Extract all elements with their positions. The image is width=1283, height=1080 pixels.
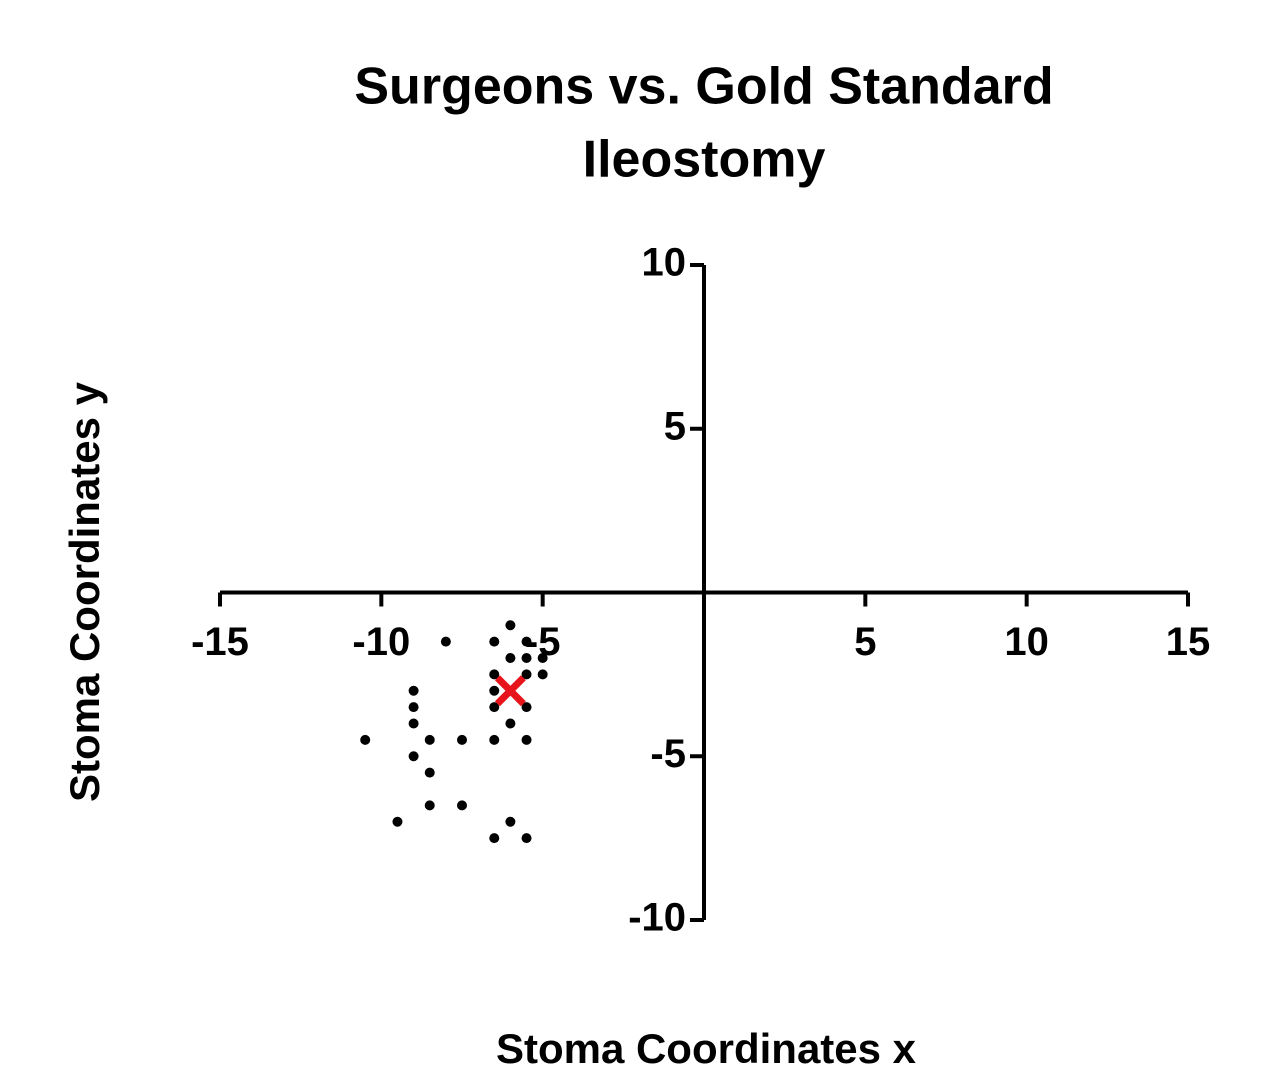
point [392, 816, 403, 827]
y-axis-title: Stoma Coordinates y [61, 381, 108, 802]
x-tick-label: -15 [191, 620, 249, 664]
x-axis-title: Stoma Coordinates x [496, 1025, 917, 1072]
chart-title: Ileostomy [583, 131, 826, 189]
point [521, 669, 532, 680]
point [521, 833, 532, 844]
point [521, 653, 532, 663]
gold-standard-marker [494, 675, 526, 707]
y-tick-label: -5 [650, 732, 686, 776]
point [537, 669, 548, 680]
point [457, 800, 467, 811]
point [489, 685, 500, 696]
y-tick-label: -10 [628, 896, 686, 940]
point [521, 702, 532, 713]
point [489, 833, 500, 844]
x-tick-label: 10 [1004, 620, 1049, 664]
point [489, 669, 500, 680]
point [521, 636, 532, 647]
point [360, 734, 371, 745]
point [505, 620, 516, 631]
point [489, 734, 500, 745]
chart-title: Surgeons vs. Gold Standard [354, 58, 1053, 116]
point [505, 718, 516, 729]
point [537, 653, 548, 663]
point [521, 734, 532, 745]
point [408, 685, 419, 696]
y-tick-label: 10 [642, 241, 687, 285]
x-tick-label: 5 [854, 620, 876, 664]
point [505, 816, 516, 827]
point [408, 751, 419, 762]
point [440, 636, 451, 647]
x-tick-label: -10 [352, 620, 410, 664]
point [424, 767, 435, 778]
point [489, 702, 500, 713]
point [489, 636, 500, 647]
point [457, 734, 467, 745]
point [505, 653, 516, 663]
point [424, 800, 435, 811]
point [408, 718, 419, 729]
point [408, 702, 419, 713]
y-tick-label: 5 [664, 404, 686, 448]
point [424, 734, 435, 745]
x-tick-label: 15 [1166, 620, 1211, 664]
